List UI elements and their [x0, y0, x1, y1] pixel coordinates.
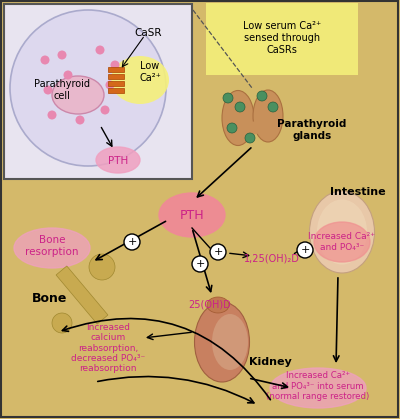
Ellipse shape [317, 199, 367, 264]
Ellipse shape [14, 228, 90, 268]
Circle shape [44, 85, 52, 95]
Circle shape [106, 80, 114, 90]
Text: +: + [300, 245, 310, 255]
Ellipse shape [111, 56, 169, 104]
Ellipse shape [314, 222, 370, 262]
Ellipse shape [96, 147, 140, 173]
Circle shape [10, 10, 166, 166]
Circle shape [40, 55, 50, 65]
Polygon shape [56, 266, 108, 324]
FancyBboxPatch shape [108, 74, 124, 79]
Text: 25(OH)D: 25(OH)D [189, 299, 231, 309]
Circle shape [245, 133, 255, 143]
Circle shape [257, 91, 267, 101]
Circle shape [52, 313, 72, 333]
Ellipse shape [222, 91, 254, 145]
Ellipse shape [212, 314, 248, 370]
Text: Increased Ca²⁺
and PO₄³⁻: Increased Ca²⁺ and PO₄³⁻ [308, 232, 376, 252]
Circle shape [100, 106, 110, 114]
Circle shape [297, 242, 313, 258]
Circle shape [227, 123, 237, 133]
Circle shape [48, 111, 56, 119]
Text: Increased Ca²⁺
and PO₄³⁻ into serum
(normal range restored): Increased Ca²⁺ and PO₄³⁻ into serum (nor… [266, 371, 370, 401]
FancyBboxPatch shape [108, 67, 124, 72]
FancyBboxPatch shape [4, 4, 192, 179]
Ellipse shape [270, 368, 366, 408]
Text: +: + [127, 237, 137, 247]
Ellipse shape [243, 122, 263, 134]
Circle shape [64, 70, 72, 80]
Text: Parathyroid
cell: Parathyroid cell [34, 79, 90, 101]
Text: Low serum Ca²⁺
sensed through
CaSRs: Low serum Ca²⁺ sensed through CaSRs [243, 21, 321, 54]
Text: PTH: PTH [108, 156, 128, 166]
Circle shape [89, 254, 115, 280]
Circle shape [124, 234, 140, 250]
Ellipse shape [52, 76, 104, 114]
Text: +: + [213, 247, 223, 257]
Text: Bone
resorption: Bone resorption [25, 235, 79, 257]
Text: Low
Ca²⁺: Low Ca²⁺ [139, 61, 161, 83]
Circle shape [76, 116, 84, 124]
FancyBboxPatch shape [108, 81, 124, 86]
Text: Bone: Bone [32, 292, 68, 305]
Text: Increased
calcium
reabsorption,
decreased PO₄³⁻
reabsorption: Increased calcium reabsorption, decrease… [71, 323, 145, 373]
FancyBboxPatch shape [206, 3, 358, 75]
FancyBboxPatch shape [108, 88, 124, 93]
Text: Parathyroid
glands: Parathyroid glands [277, 119, 347, 141]
Circle shape [96, 46, 104, 54]
Text: Intestine: Intestine [330, 187, 386, 197]
Text: +: + [195, 259, 205, 269]
Text: CaSR: CaSR [134, 28, 162, 38]
Circle shape [192, 256, 208, 272]
Text: Kidney: Kidney [249, 357, 291, 367]
Ellipse shape [194, 302, 250, 382]
Circle shape [223, 93, 233, 103]
Ellipse shape [253, 90, 283, 142]
Ellipse shape [159, 193, 225, 237]
Text: PTH: PTH [180, 209, 204, 222]
Ellipse shape [310, 191, 374, 273]
Circle shape [235, 102, 245, 112]
Circle shape [210, 244, 226, 260]
Circle shape [58, 51, 66, 59]
Ellipse shape [207, 297, 229, 313]
Circle shape [268, 102, 278, 112]
Text: 1,25(OH)₂D: 1,25(OH)₂D [244, 253, 300, 263]
Circle shape [110, 60, 120, 70]
